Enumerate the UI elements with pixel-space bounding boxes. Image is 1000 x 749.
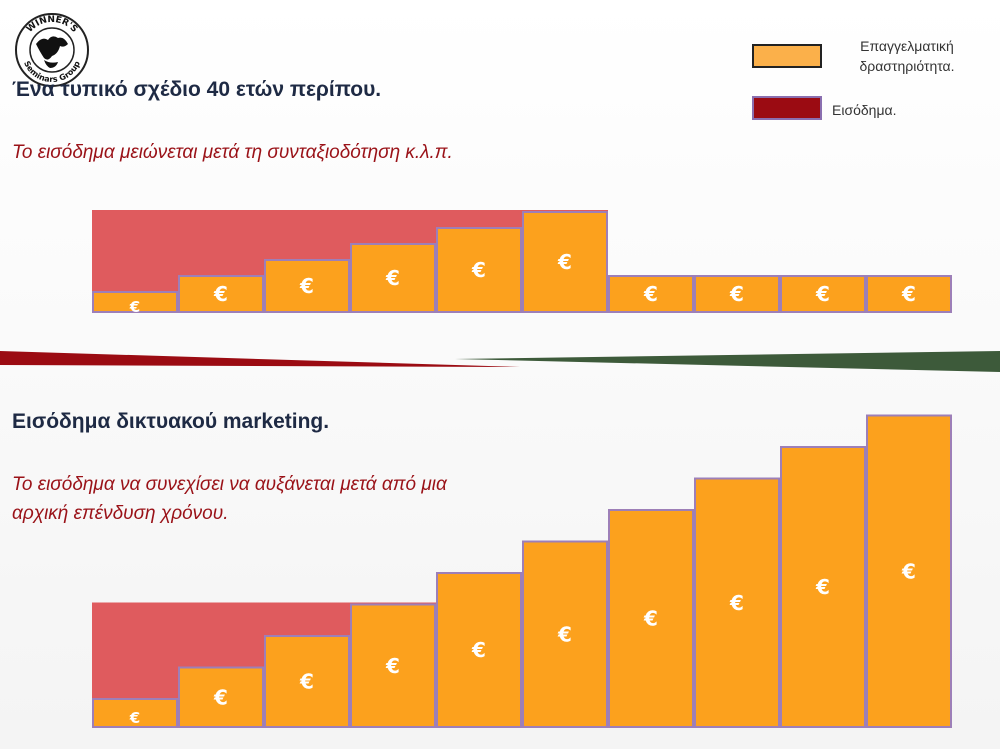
legend-label-activity: Επαγγελματική δραστηριότητα. bbox=[859, 38, 955, 74]
bar-label: € bbox=[643, 282, 658, 306]
legend-swatch-activity bbox=[752, 44, 822, 68]
bar bbox=[522, 211, 608, 313]
bar bbox=[264, 635, 350, 728]
bar-label: € bbox=[643, 607, 658, 631]
bar-label: € bbox=[815, 575, 830, 599]
section1-title: Ένα τυπικό σχέδιο 40 ετών περίπου. bbox=[12, 78, 382, 101]
bar-label: € bbox=[729, 591, 744, 615]
section2-subtitle-line2: αρχική επένδυση χρόνου. bbox=[12, 503, 229, 524]
bar-label: € bbox=[129, 709, 140, 727]
bar bbox=[780, 275, 866, 313]
bar-label: € bbox=[471, 258, 486, 282]
bar bbox=[178, 275, 264, 313]
section2-title: Εισόδημα δικτυακού marketing. bbox=[12, 410, 330, 433]
bar-label: € bbox=[901, 559, 916, 583]
bar bbox=[694, 275, 780, 313]
bar bbox=[866, 414, 952, 728]
bar-label: € bbox=[471, 638, 486, 662]
bar bbox=[436, 572, 522, 728]
bar-label: € bbox=[129, 298, 140, 316]
bar bbox=[780, 446, 866, 728]
bar bbox=[178, 666, 264, 728]
legend-label-income: Εισόδημα. bbox=[832, 102, 897, 118]
bar-label: € bbox=[557, 622, 572, 646]
bar-label: € bbox=[557, 250, 572, 274]
globe-icon bbox=[36, 36, 68, 68]
bar bbox=[92, 698, 178, 728]
bar-label: € bbox=[385, 266, 400, 290]
bar-label: € bbox=[729, 282, 744, 306]
bar bbox=[436, 227, 522, 313]
legend-swatch-income bbox=[752, 96, 822, 120]
bar bbox=[350, 243, 436, 313]
bar bbox=[608, 275, 694, 313]
logo: WINNER'S Seminars Group bbox=[15, 13, 89, 87]
bar-label: € bbox=[815, 282, 830, 306]
bar-label: € bbox=[213, 685, 228, 709]
section1-subtitle: Το εισόδημα μειώνεται μετά τη συνταξιοδό… bbox=[12, 142, 453, 163]
bar bbox=[92, 291, 178, 313]
bar bbox=[866, 275, 952, 313]
bar bbox=[608, 509, 694, 728]
bar bbox=[264, 259, 350, 313]
bar-label: € bbox=[385, 654, 400, 678]
section-divider bbox=[0, 351, 1000, 372]
bar-label: € bbox=[901, 282, 916, 306]
bar bbox=[350, 603, 436, 728]
section2-subtitle-line1: Το εισόδημα να συνεχίσει να αυξάνεται με… bbox=[12, 474, 447, 495]
bar bbox=[694, 477, 780, 728]
bar-label: € bbox=[299, 274, 314, 298]
bar-label: € bbox=[213, 282, 228, 306]
bar-label: € bbox=[299, 670, 314, 694]
bar bbox=[522, 540, 608, 728]
